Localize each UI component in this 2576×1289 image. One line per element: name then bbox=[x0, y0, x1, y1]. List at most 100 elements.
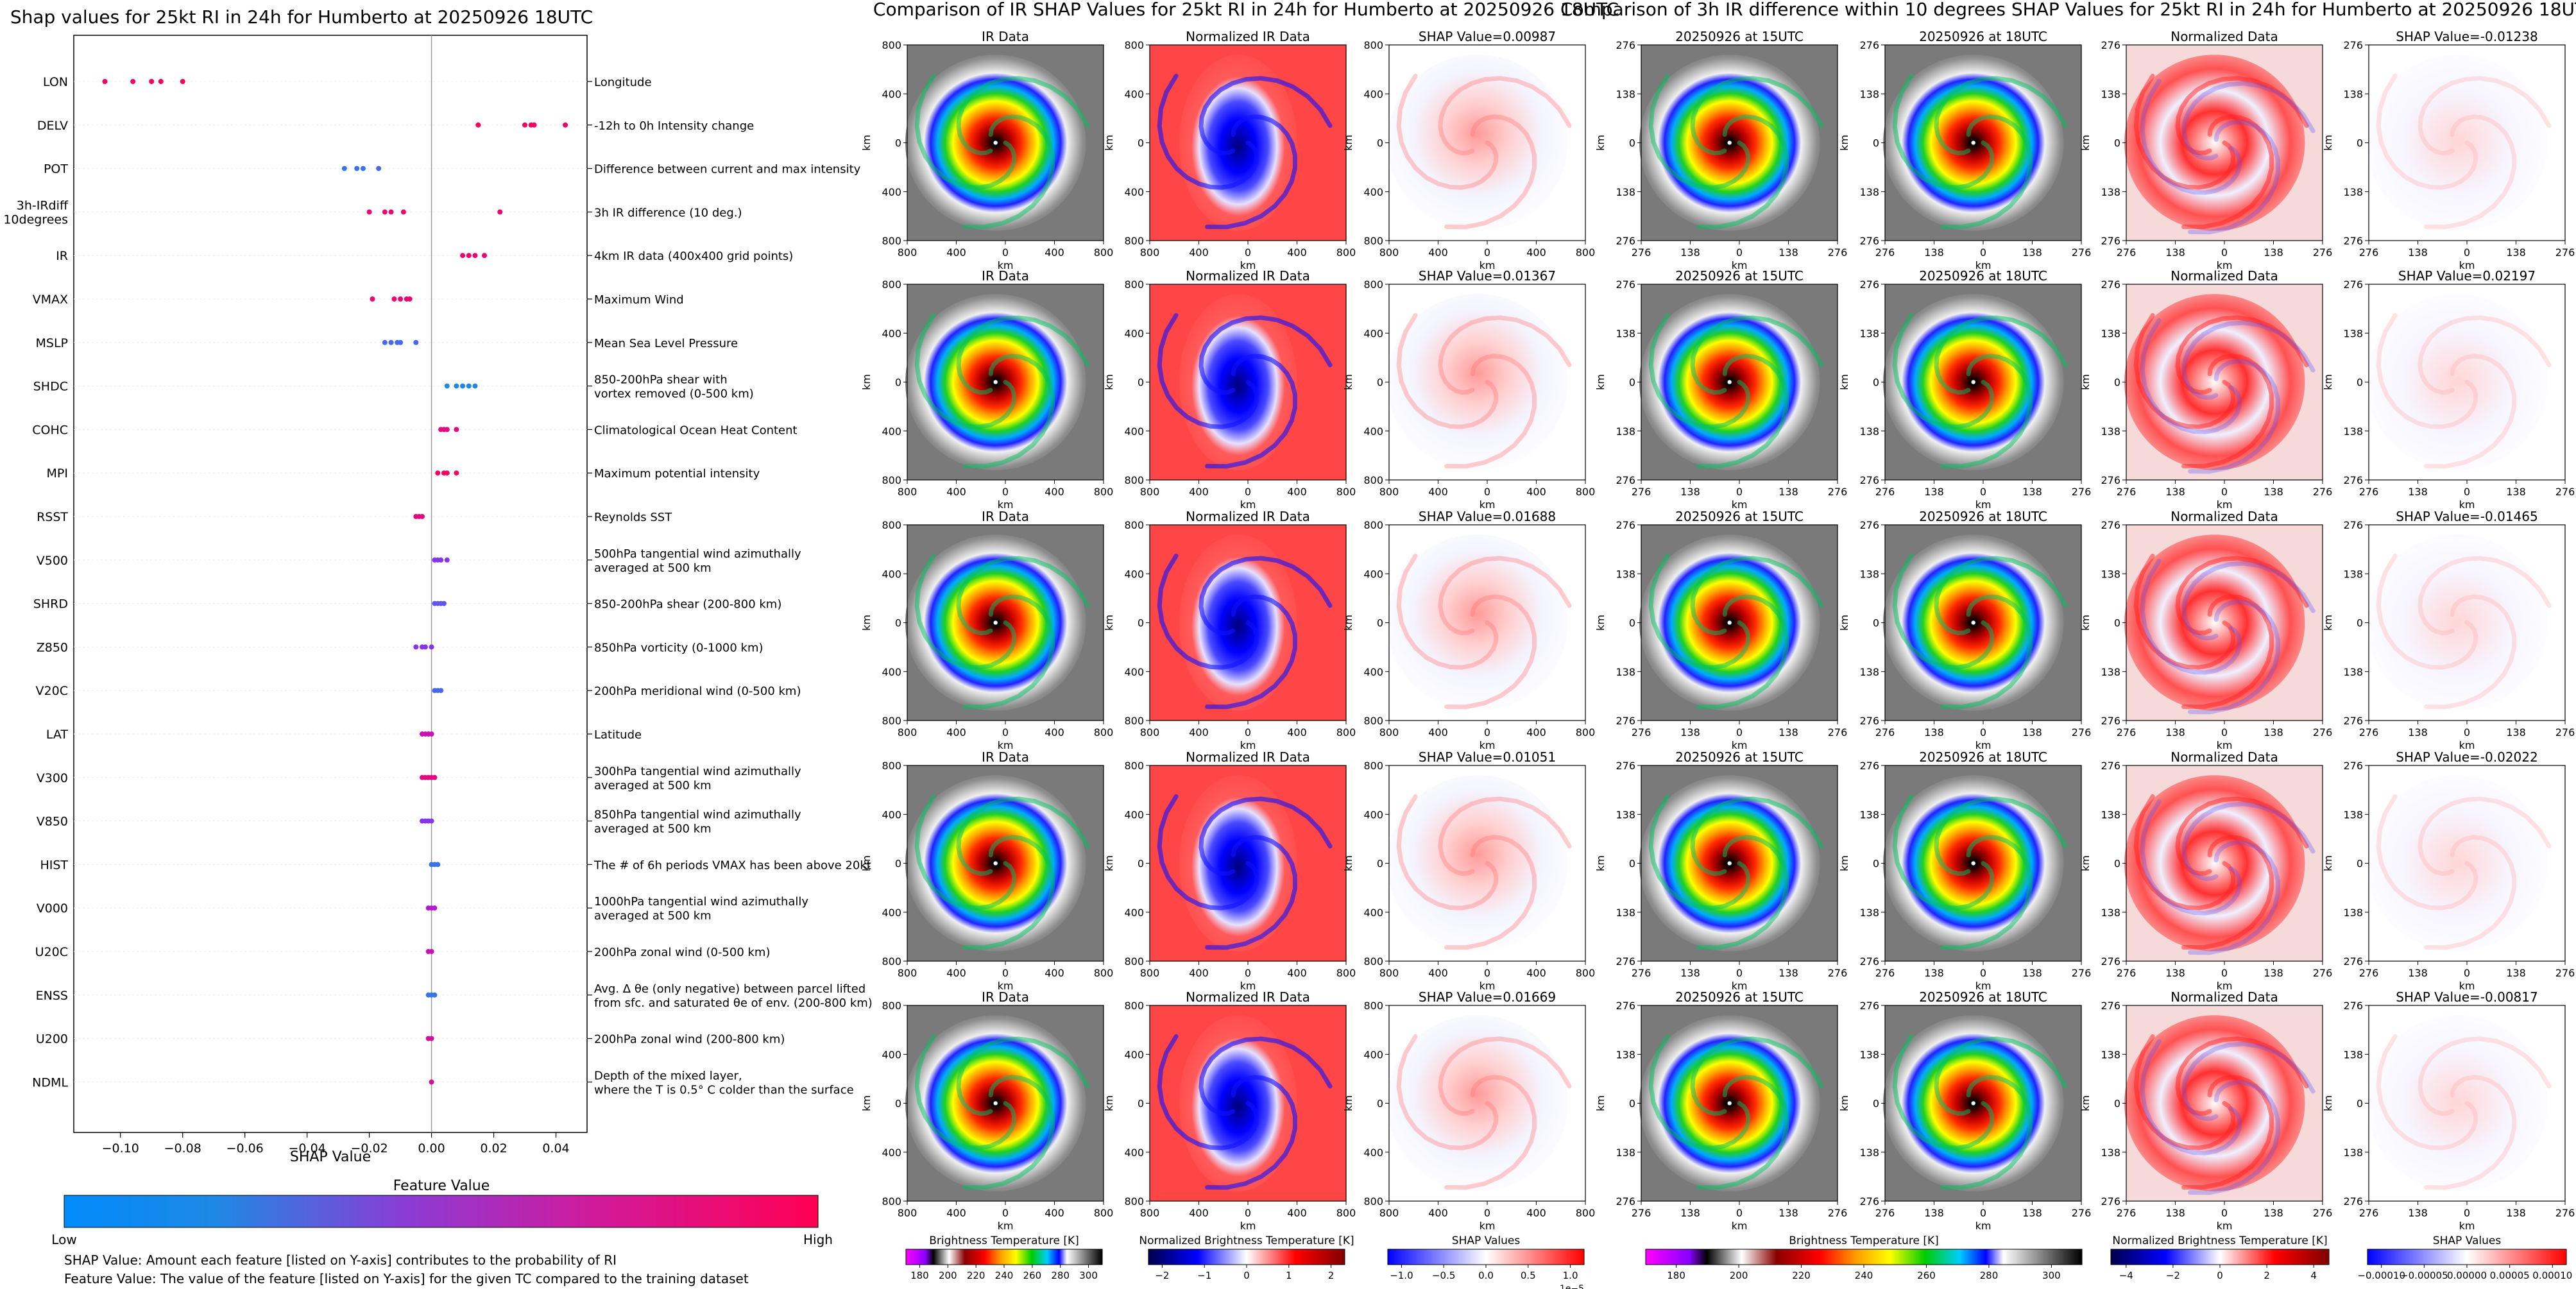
x-tick-label: 138 bbox=[1924, 1207, 1944, 1219]
y-tick-label: 400 bbox=[1363, 1147, 1383, 1159]
rainband-stroke bbox=[1438, 1036, 1572, 1116]
colorbar-tick-label: −2 bbox=[2166, 1270, 2180, 1281]
x-tick-label: 0 bbox=[1980, 246, 1986, 259]
storm-eye bbox=[993, 620, 998, 625]
storm-field bbox=[2366, 775, 2548, 952]
y-tick-label: 0 bbox=[1629, 137, 1635, 149]
x-tick-label: 800 bbox=[1576, 486, 1596, 498]
y-tick-label: 0 bbox=[1873, 858, 1879, 870]
x-tick-label: 0 bbox=[1484, 246, 1490, 259]
x-axis-label: km bbox=[1975, 259, 1992, 271]
colorbar-tick-label: 280 bbox=[1980, 1270, 1999, 1281]
x-tick-label: 276 bbox=[2072, 726, 2092, 738]
colorbar-tick-label: 240 bbox=[1855, 1270, 1873, 1281]
y-axis-label: km bbox=[1342, 1095, 1354, 1111]
shap-point bbox=[180, 79, 185, 84]
x-tick-label: 276 bbox=[1828, 1207, 1848, 1219]
y-tick-label: 276 bbox=[1616, 519, 1635, 531]
x-tick-label: 400 bbox=[1526, 246, 1546, 259]
feature-description: averaged at 500 km bbox=[594, 823, 712, 836]
y-tick-label: 0 bbox=[1629, 858, 1635, 870]
shap-point bbox=[130, 79, 136, 84]
rainband-stroke bbox=[2133, 1034, 2236, 1150]
x-tick-label: 138 bbox=[2408, 726, 2428, 738]
colorbar-tick-label: 240 bbox=[995, 1270, 1014, 1281]
y-tick-label: 0 bbox=[2357, 858, 2363, 870]
y-tick-label: 0 bbox=[1377, 1098, 1383, 1110]
y-axis-label: km bbox=[2079, 374, 2092, 390]
ir-diff-comparison-panel: Comparison of 3h IR difference within 10… bbox=[1560, 0, 2576, 1281]
x-tick-label: 400 bbox=[1526, 726, 1546, 738]
feature-code-label: Z850 bbox=[37, 640, 68, 654]
shap-point bbox=[366, 209, 372, 215]
y-tick-label: 138 bbox=[2101, 1048, 2120, 1061]
subplot-title: SHAP Value=0.01669 bbox=[1419, 989, 1556, 1005]
storm-eye bbox=[1727, 861, 1732, 866]
y-tick-label: 138 bbox=[1859, 1048, 1879, 1061]
rainband-stroke bbox=[2188, 599, 2280, 715]
y-tick-label: 138 bbox=[2101, 808, 2120, 821]
feature-description: 200hPa zonal wind (0-500 km) bbox=[594, 946, 771, 959]
subplot-title: SHAP Value=-0.01465 bbox=[2396, 509, 2538, 524]
colorbar-tick-label: 0.00005 bbox=[2490, 1270, 2530, 1281]
colorbar-tick-label: 180 bbox=[910, 1270, 929, 1281]
y-tick-label: 800 bbox=[882, 39, 901, 51]
x-tick-label: 800 bbox=[1094, 726, 1114, 738]
x-tick-label: 138 bbox=[1778, 1207, 1798, 1219]
rainband-stroke bbox=[1157, 553, 1259, 670]
subplot-title: Normalized IR Data bbox=[1186, 509, 1310, 524]
x-tick-label: 138 bbox=[1680, 246, 1700, 259]
x-tick-label: 800 bbox=[1336, 726, 1356, 738]
y-tick-label: 400 bbox=[882, 808, 901, 821]
feature-code-label: 10degrees bbox=[3, 212, 68, 226]
y-tick-label: 138 bbox=[2343, 1048, 2363, 1061]
rainband-stroke bbox=[1396, 794, 1499, 910]
shap-point bbox=[441, 601, 447, 606]
ir-colorbars: Brightness Temperature [K] 180 200 220 240 26… bbox=[905, 1234, 1585, 1289]
shap-point bbox=[444, 427, 450, 432]
x-tick-label: 138 bbox=[2264, 1207, 2283, 1219]
x-axis-label: km bbox=[2217, 739, 2233, 751]
x-tick-label: 0 bbox=[1245, 486, 1251, 498]
x-tick-label: 400 bbox=[1428, 967, 1448, 979]
x-axis-label: km bbox=[2217, 259, 2233, 271]
x-tick-label: 800 bbox=[1379, 246, 1399, 259]
subplot-title: Normalized Data bbox=[2171, 509, 2278, 524]
x-tick-label: 800 bbox=[1094, 486, 1114, 498]
y-tick-label: 0 bbox=[2114, 137, 2120, 149]
shap-point bbox=[429, 731, 434, 737]
x-tick-label: 0 bbox=[1736, 967, 1743, 979]
y-tick-label: 276 bbox=[1859, 235, 1879, 247]
subplot-title: 20250926 at 15UTC bbox=[1675, 989, 1804, 1005]
x-tick-label: 138 bbox=[2506, 1207, 2526, 1219]
feature-code-label: V500 bbox=[37, 554, 68, 568]
x-tick-label: 138 bbox=[2264, 726, 2283, 738]
x-tick-label: 276 bbox=[2313, 967, 2333, 979]
y-tick-label: 400 bbox=[1124, 327, 1144, 339]
subplot-title: 20250926 at 18UTC bbox=[1919, 509, 2047, 524]
y-tick-label: 276 bbox=[1859, 715, 1879, 727]
subplot-title: SHAP Value=0.01051 bbox=[1419, 749, 1556, 765]
y-axis-label: km bbox=[1342, 855, 1354, 871]
y-tick-label: 400 bbox=[1124, 666, 1144, 678]
x-axis-label: km bbox=[2459, 499, 2475, 511]
y-tick-label: 276 bbox=[1616, 39, 1635, 51]
x-axis-label: km bbox=[2217, 1220, 2233, 1232]
y-tick-label: 0 bbox=[1629, 377, 1635, 389]
shap-point bbox=[388, 209, 394, 215]
x-tick-label: 0 bbox=[2221, 246, 2228, 259]
rainband-stroke bbox=[2188, 1080, 2280, 1195]
y-tick-label: 138 bbox=[2101, 907, 2120, 919]
x-tick-label: 800 bbox=[1094, 246, 1114, 259]
x-tick-label: 276 bbox=[1875, 1207, 1895, 1219]
feature-value-colorbar-title: Feature Value bbox=[393, 1178, 490, 1194]
x-axis-label: km bbox=[1240, 499, 1256, 511]
x-tick-label: 0 bbox=[1736, 1207, 1743, 1219]
feature-description: Latitude bbox=[594, 728, 642, 742]
y-axis-label: km bbox=[2079, 855, 2092, 871]
shap-point bbox=[413, 644, 419, 650]
colorbar-tick-label: 220 bbox=[1792, 1270, 1811, 1281]
colorbar-title: Brightness Temperature [K] bbox=[929, 1234, 1079, 1247]
x-tick-label: 138 bbox=[1778, 246, 1798, 259]
